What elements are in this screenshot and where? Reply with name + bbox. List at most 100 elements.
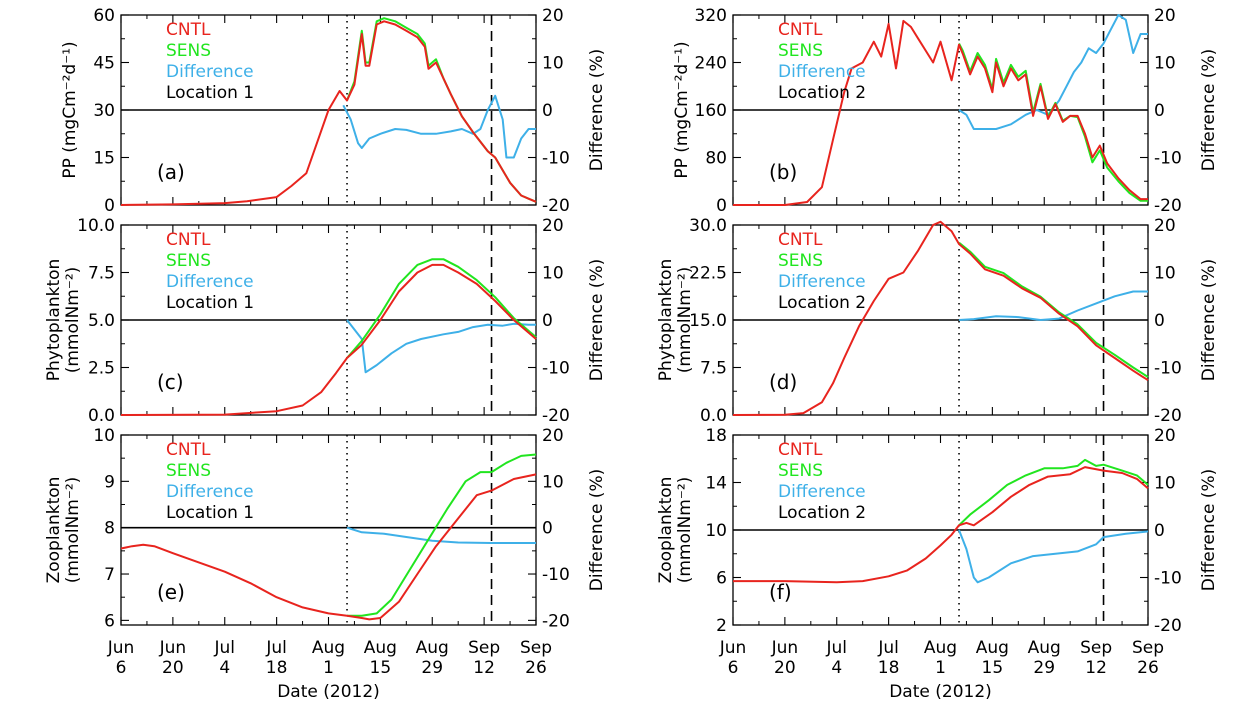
x-tick-label-month: Jul [877,638,899,658]
y2-tick-label: 20 [542,6,564,26]
series-cntl-line [733,466,1149,584]
y-axis-label: Phytoplankton [44,259,64,382]
y2-tick-label: 0 [542,519,553,539]
y2-tick-label: -20 [1154,196,1182,216]
y2-tick-label: -20 [542,406,570,426]
y2-axis-label: Difference (%) [1199,49,1219,171]
series-cntl-line [733,19,1148,206]
y-tick-label: 10 [93,426,115,446]
panel-a: 0 15 30 45 60 -20 -10 0 10 20 PP (mgCm⁻²d⁻¹) Differ… [60,6,607,216]
x-tick-label-month: Aug [416,638,449,658]
legend-sens: SENS [778,41,823,61]
legend-cntl: CNTL [778,440,823,460]
x-tick-label-month: Sep [520,638,552,658]
x-tick-label-day: 29 [421,658,443,678]
y-tick-label: 0 [104,196,115,216]
series-sens-line [958,43,1148,202]
legend-location: Location 1 [166,293,254,313]
y2-tick-label: 10 [1154,474,1176,494]
y-tick-label: 2 [716,616,727,636]
y-axis-label: PP (mgCm⁻²d⁻¹) [60,41,80,178]
x-axis-label: Date (2012) [889,682,992,702]
x-axis-label: Date (2012) [277,682,380,702]
y-tick-label: 7.5 [88,264,115,284]
y2-tick-label: -20 [1154,406,1182,426]
x-tick-label-day: 18 [266,658,288,678]
x-tick-label-month: Aug [976,638,1009,658]
legend-difference: Difference [166,62,254,82]
y2-tick-label: 0 [1154,311,1165,331]
y2-tick-label: 0 [542,101,553,121]
y-axis-label: Zooplankton [656,477,676,584]
legend-location: Location 2 [778,293,866,313]
y2-tick-label: 10 [542,54,564,74]
y-axis-label-units: (mmolNm⁻²) [63,477,83,584]
series-cntl-line [120,473,537,621]
y2-tick-label: 10 [1154,54,1176,74]
y2-tick-label: -10 [1154,569,1182,589]
y2-tick-label: -10 [1154,359,1182,379]
series-sens-line [347,453,537,617]
y-tick-label: 240 [695,54,727,74]
y2-tick-label: -20 [1154,616,1182,636]
x-tick-label-month: Jun [107,638,135,658]
y2-axis-label: Difference (%) [1199,469,1219,591]
series-difference-line [958,290,1148,321]
x-tick-label-month: Jul [825,638,847,658]
legend-difference: Difference [166,272,254,292]
legend-sens: SENS [166,461,211,481]
y2-tick-label: 0 [1154,101,1165,121]
x-tick-label-day: 6 [116,658,127,678]
x-tick-label-day: 1 [935,658,946,678]
legend-difference: Difference [778,272,866,292]
series-sens-line [346,258,537,359]
x-axis-left: Jun6Jun20Jul4Jul18Aug1Aug15Aug29Sep12Sep… [107,638,552,702]
y2-tick-label: 0 [542,311,553,331]
x-tick-label-day: 20 [162,658,184,678]
panel-label: (f) [769,580,792,604]
y-axis-label: Phytoplankton [656,259,676,382]
y-tick-label: 18 [705,426,727,446]
y-tick-label: 45 [93,54,115,74]
x-tick-label-month: Jun [771,638,799,658]
y2-tick-label: 20 [542,426,564,446]
y-axis-label: PP (mgCm⁻²d⁻¹) [672,41,692,178]
legend-sens: SENS [166,41,211,61]
y2-tick-label: -10 [542,565,570,585]
y2-tick-label: 10 [1154,264,1176,284]
y-tick-label: 14 [705,474,727,494]
y-axis-label: Zooplankton [44,477,64,584]
series-sens-line [958,458,1149,527]
y-tick-label: 9 [104,472,115,492]
y2-tick-label: 20 [542,216,564,236]
y-axis-label-units: (mmolNm⁻²) [63,267,83,374]
legend-sens: SENS [166,251,211,271]
x-tick-label-month: Jun [719,638,747,658]
y2-tick-label: -20 [542,611,570,631]
series-cntl-line [120,20,537,206]
y-tick-label: 10.0 [77,216,115,236]
y2-tick-label: 0 [1154,521,1165,541]
x-tick-label-month: Aug [364,638,397,658]
panel-b: 0 80 160 240 320 -20 -10 0 10 20 PP (mgCm⁻²d⁻¹) Dif… [672,6,1219,216]
y-tick-label: 30.0 [689,216,727,236]
x-tick-label-month: Aug [1028,638,1061,658]
panel-label: (d) [769,370,797,394]
y-tick-label: 10 [705,521,727,541]
x-tick-label-day: 15 [982,658,1004,678]
panel-label: (b) [769,160,797,184]
y2-tick-label: 20 [1154,426,1176,446]
legend-cntl: CNTL [166,230,211,250]
panel-label: (a) [157,160,185,184]
y2-axis-label: Difference (%) [587,469,607,591]
y2-tick-label: -10 [542,149,570,169]
legend-cntl: CNTL [166,440,211,460]
y2-axis-label: Difference (%) [587,49,607,171]
panel-f: 2 6 10 14 18 -20 -10 0 10 20 Zooplankton (mmolNm⁻²)… [656,426,1219,636]
x-tick-label-month: Jul [213,638,235,658]
legend-location: Location 1 [166,83,254,103]
y-axis-label-units: (mmolNm⁻²) [675,267,695,374]
x-tick-label-month: Sep [468,638,500,658]
series-cntl-line [732,220,1149,416]
